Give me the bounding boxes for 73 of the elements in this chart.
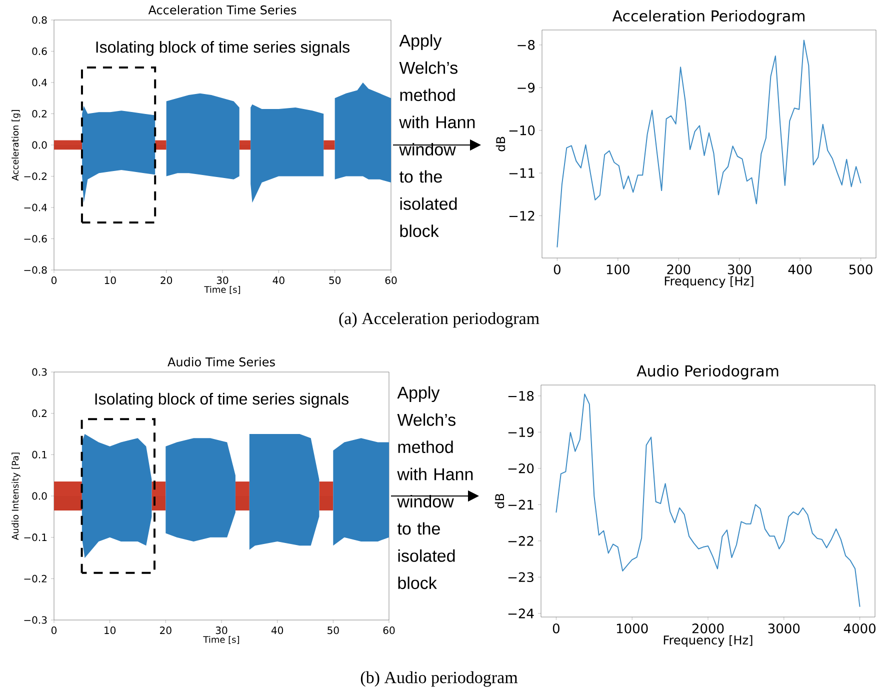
y-axis-title: Acceleration [g]	[12, 110, 20, 181]
y-tick-label: 0.0	[32, 141, 47, 149]
x-tick-label: 30	[216, 276, 228, 284]
x-tick-label: 0	[51, 626, 57, 634]
y-tick-label: −0.1	[24, 534, 47, 542]
y-tick-label: 0.2	[32, 410, 46, 418]
y-tick-label: −24	[508, 608, 534, 618]
y-axis-title: Audio Intensity [Pa]	[12, 452, 20, 540]
text: Apply Welch’s method with Hann window to the isolated block	[399, 34, 475, 238]
x-tick-label: 50	[329, 276, 341, 284]
y-tick-label: 0.3	[32, 368, 47, 376]
y-tick-label: −0.4	[24, 204, 47, 212]
y-tick-label: −12	[509, 210, 534, 221]
line-series	[556, 394, 860, 608]
chart-title: Acceleration Time Series	[148, 5, 296, 14]
x-tick-label: 3000	[768, 624, 800, 634]
x-tick-label: 20	[160, 626, 172, 634]
x-axis-title: Frequency [Hz]	[664, 635, 752, 647]
text: Apply Welch’s method with Hann window to the isolated block	[397, 386, 473, 590]
x-tick-label: 0	[554, 264, 560, 274]
line-series	[556, 40, 862, 248]
x-tick-label: 0	[51, 276, 57, 284]
x-tick-label: 4000	[844, 624, 876, 634]
y-tick-label: 0.6	[32, 47, 47, 56]
y-tick-label: −8	[518, 40, 535, 50]
annotation: Isolating block of time series signals	[96, 41, 350, 56]
y-tick-label: −11	[509, 168, 534, 178]
text: (b) Audio periodogram	[360, 671, 518, 687]
y-tick-label: −10	[509, 125, 535, 136]
chart-title: Acceleration Periodogram	[612, 10, 804, 24]
y-axis-title: dB	[496, 136, 506, 152]
y-tick-label: −21	[508, 500, 534, 510]
x-tick-label: 400	[788, 264, 812, 274]
y-tick-label: −23	[508, 572, 534, 582]
y-tick-label: −0.2	[24, 172, 46, 180]
y-tick-label: −22	[508, 536, 534, 546]
annotation: Isolating block of time series signals	[95, 392, 348, 408]
chart-title: Audio Time Series	[168, 357, 275, 366]
x-tick-label: 2000	[692, 624, 724, 634]
y-tick-label: −0.2	[24, 574, 46, 582]
x-axis-title: Frequency [Hz]	[664, 276, 754, 288]
y-tick-label: −0.8	[24, 266, 47, 274]
chart-title: Audio Periodogram	[636, 364, 778, 380]
x-tick-label: 10	[104, 626, 116, 634]
y-tick-label: 0.0	[32, 492, 47, 500]
y-tick-label: −19	[508, 427, 534, 438]
x-axis-title: Time [s]	[203, 636, 240, 644]
y-axis-title: dB	[494, 494, 504, 508]
y-tick-label: −0.6	[24, 234, 47, 243]
x-tick-label: 50	[328, 626, 339, 634]
x-tick-label: 60	[385, 276, 397, 284]
y-tick-label: −0.3	[24, 616, 47, 624]
x-tick-label: 0	[552, 624, 560, 634]
x-tick-label: 500	[849, 264, 872, 274]
y-tick-label: −9	[518, 82, 535, 93]
y-tick-label: 0.4	[32, 78, 47, 86]
x-axis-title: Time [s]	[204, 286, 240, 294]
x-tick-label: 40	[272, 276, 284, 284]
y-tick-label: 0.8	[32, 16, 47, 24]
x-tick-label: 100	[606, 264, 630, 274]
x-tick-label: 60	[383, 626, 395, 634]
y-tick-label: 0.1	[32, 450, 47, 458]
x-tick-label: 200	[667, 264, 690, 274]
y-tick-label: 0.2	[32, 110, 46, 118]
x-tick-label: 40	[271, 626, 284, 634]
x-tick-label: 300	[728, 264, 751, 274]
x-tick-label: 20	[160, 276, 172, 284]
x-tick-label: 10	[104, 276, 116, 284]
x-tick-label: 30	[216, 626, 228, 634]
y-tick-label: −18	[508, 390, 534, 401]
text: (a) Acceleration periodogram	[339, 312, 540, 328]
y-tick-label: −20	[508, 463, 534, 474]
x-tick-label: 1000	[616, 624, 648, 634]
